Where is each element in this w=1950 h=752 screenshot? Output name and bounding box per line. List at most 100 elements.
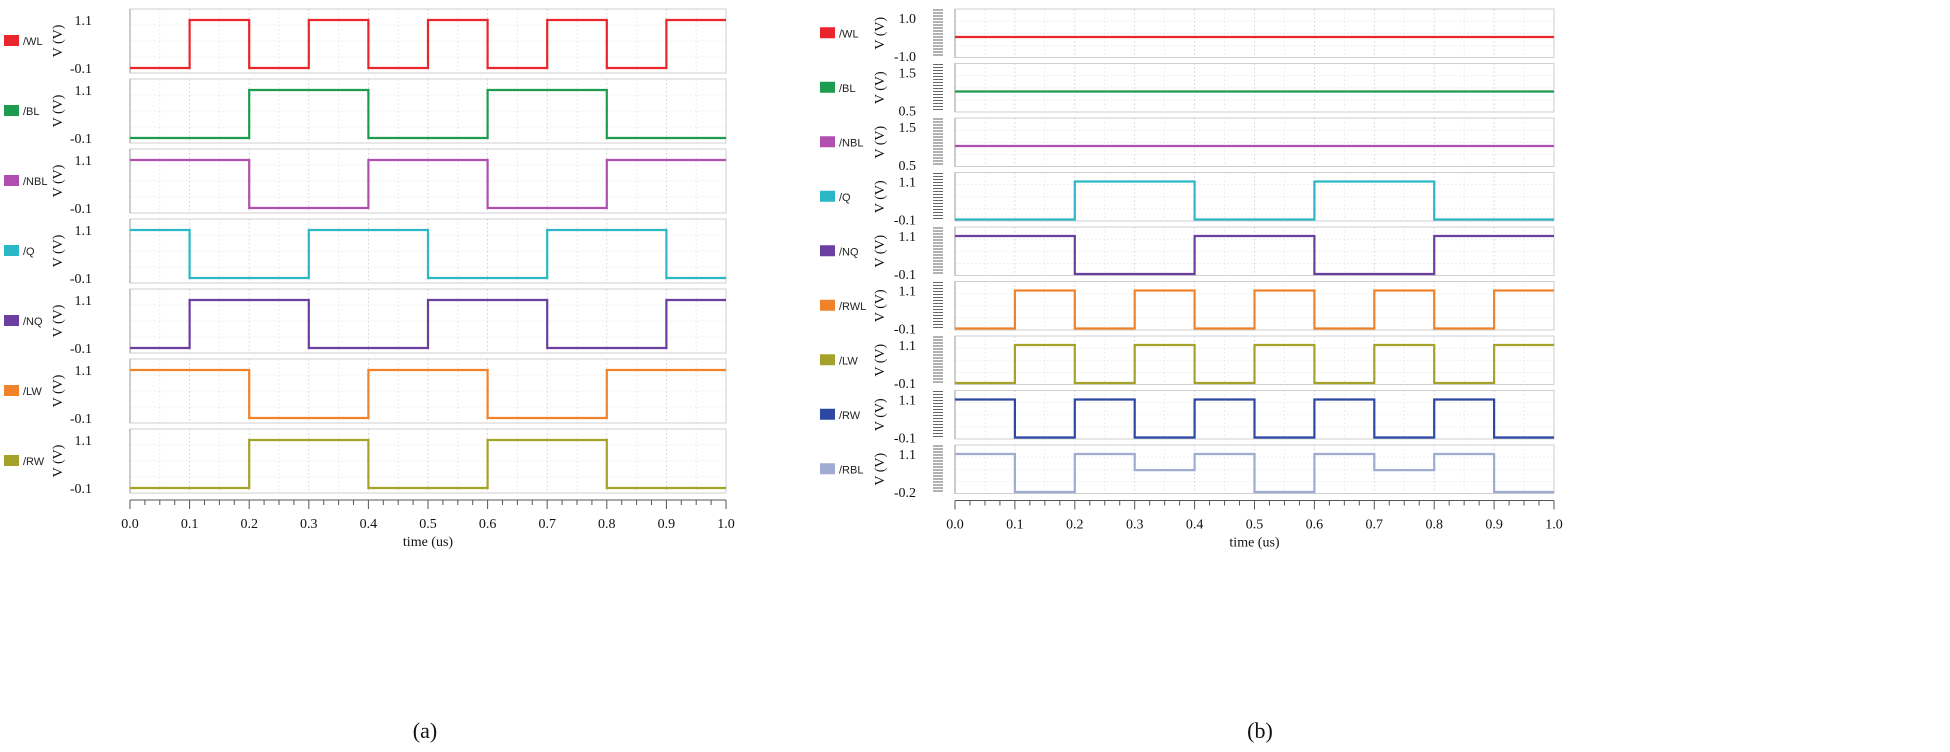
series-line [955, 234, 1554, 276]
legend-swatch [820, 245, 835, 257]
y-tick-label-top: 1.1 [75, 224, 93, 239]
series-line [130, 18, 726, 70]
panel-a-x-axis: 0.0 0.1 0.2 0.3 0.4 0.5 0.6 0.7 0.8 0.9 1.0 time (u… [121, 499, 735, 550]
x-tick-label: 0.0 [946, 518, 964, 533]
x-tick-label: 0.6 [1306, 518, 1324, 533]
y-axis-label: V (V) [873, 235, 888, 268]
legend-label: /RW [23, 456, 45, 468]
y-tick-label-top: 1.1 [75, 154, 93, 169]
panel-b-row-q: 1.1 -0.1 V (V) /Q [820, 172, 1555, 229]
y-tick-label-top: 1.1 [899, 394, 917, 409]
panel-b-row-nq: 1.1 -0.1 V (V) /NQ [820, 226, 1555, 283]
y-axis-label: V (V) [51, 24, 66, 57]
y-tick-label-bottom: -0.1 [70, 412, 92, 427]
y-axis-label: V (V) [873, 71, 888, 104]
y-tick-label-top: 1.1 [75, 364, 93, 379]
y-tick-label-bottom: -0.2 [894, 486, 916, 501]
x-tick-label: 0.2 [1066, 518, 1084, 533]
series-line [130, 298, 726, 350]
legend-swatch [820, 81, 835, 93]
y-tick-label-bottom: 0.5 [899, 159, 917, 174]
panel-b-caption: (b) [1247, 718, 1273, 743]
panel-b-row-nbl: 1.5 0.5 V (V) /NBL [820, 117, 1555, 174]
y-tick-label-top: 1.1 [75, 14, 93, 29]
legend-label: /BL [839, 83, 856, 95]
legend-swatch [4, 455, 19, 466]
legend-swatch [820, 408, 835, 420]
y-axis-label: V (V) [873, 126, 888, 159]
panel-b-x-axis: 0.0 0.1 0.2 0.3 0.4 0.5 0.6 0.7 0.8 0.9 1.0 time (u… [946, 500, 1563, 551]
x-tick-label: 0.6 [479, 517, 497, 532]
x-tick-label: 1.0 [717, 517, 735, 532]
y-tick-label-bottom: -0.1 [894, 268, 916, 283]
series-line [955, 452, 1554, 494]
x-tick-label: 1.0 [1545, 518, 1563, 533]
legend-label: /LW [23, 386, 42, 398]
panel-b-row-wl: 1.0 -1.0 V (V) /WL [820, 8, 1555, 65]
legend-swatch [4, 315, 19, 326]
panel-a-row-wl: 1.1 -0.1 V (V) /WL [4, 8, 727, 77]
y-tick-label-top: 1.1 [899, 285, 917, 300]
x-tick-label: 0.7 [1366, 518, 1384, 533]
panel-a-row-nbl: 1.1 -0.1 V (V) /NBL [4, 148, 727, 217]
y-tick-label-bottom: -0.1 [70, 132, 92, 147]
x-tick-label: 0.3 [1126, 518, 1144, 533]
x-tick-label: 0.9 [1485, 518, 1503, 533]
y-axis-label: V (V) [51, 444, 66, 477]
legend-swatch [4, 245, 19, 256]
x-tick-label: 0.9 [658, 517, 676, 532]
x-tick-label: 0.5 [1246, 518, 1264, 533]
legend-swatch [820, 136, 835, 148]
legend-swatch [4, 175, 19, 186]
x-tick-label: 0.1 [1006, 518, 1024, 533]
y-axis-label: V (V) [873, 180, 888, 213]
y-tick-label-bottom: -0.1 [894, 214, 916, 229]
legend-swatch [820, 190, 835, 202]
panel-b-row-bl: 1.5 0.5 V (V) /BL [820, 63, 1555, 120]
y-tick-label-bottom: -0.1 [70, 482, 92, 497]
x-tick-label: 0.8 [598, 517, 616, 532]
panel-a-row-nq: 1.1 -0.1 V (V) /NQ [4, 288, 727, 357]
legend-label: /WL [839, 28, 859, 40]
x-tick-label: 0.1 [181, 517, 199, 532]
legend-label: /Q [839, 192, 851, 204]
legend-swatch [820, 27, 835, 39]
x-tick-label: 0.8 [1425, 518, 1443, 533]
y-tick-label-bottom: -0.1 [894, 377, 916, 392]
panel-a-caption: (a) [413, 718, 437, 743]
y-tick-label-top: 1.5 [899, 67, 917, 82]
panel-a-row-bl: 1.1 -0.1 V (V) /BL [4, 78, 727, 147]
panel-b-row-lw: 1.1 -0.1 V (V) /LW [820, 335, 1555, 392]
y-axis-label: V (V) [51, 94, 66, 127]
legend-swatch [820, 354, 835, 366]
y-tick-label-top: 1.1 [899, 448, 917, 463]
series-line [130, 368, 726, 420]
panel-a-row-q: 1.1 -0.1 V (V) /Q [4, 218, 727, 287]
y-tick-label-top: 1.1 [75, 434, 93, 449]
legend-label: /NQ [839, 246, 859, 258]
series-line [955, 398, 1554, 439]
legend-swatch [820, 463, 835, 475]
legend-label: /NBL [839, 137, 863, 149]
y-tick-label-bottom: -0.1 [70, 62, 92, 77]
series-line [130, 158, 726, 210]
y-tick-label-top: 1.5 [899, 121, 917, 136]
series-line [955, 180, 1554, 221]
x-tick-label: 0.2 [240, 517, 258, 532]
legend-swatch [4, 35, 19, 46]
y-axis-label: V (V) [873, 344, 888, 377]
x-axis-label: time (us) [1229, 536, 1279, 551]
legend-label: /LW [839, 355, 858, 367]
series-line [130, 438, 726, 490]
legend-label: /RWL [839, 301, 866, 313]
legend-label: /WL [23, 36, 43, 48]
legend-label: /NBL [23, 176, 47, 188]
x-tick-label: 0.5 [419, 517, 437, 532]
x-tick-label: 0.0 [121, 517, 139, 532]
series-line [955, 343, 1554, 385]
y-tick-label-top: 1.1 [75, 294, 93, 309]
y-axis-label: V (V) [873, 398, 888, 431]
y-tick-label-bottom: -1.0 [894, 50, 916, 65]
legend-swatch [820, 299, 835, 311]
y-tick-label-bottom: -0.1 [70, 202, 92, 217]
